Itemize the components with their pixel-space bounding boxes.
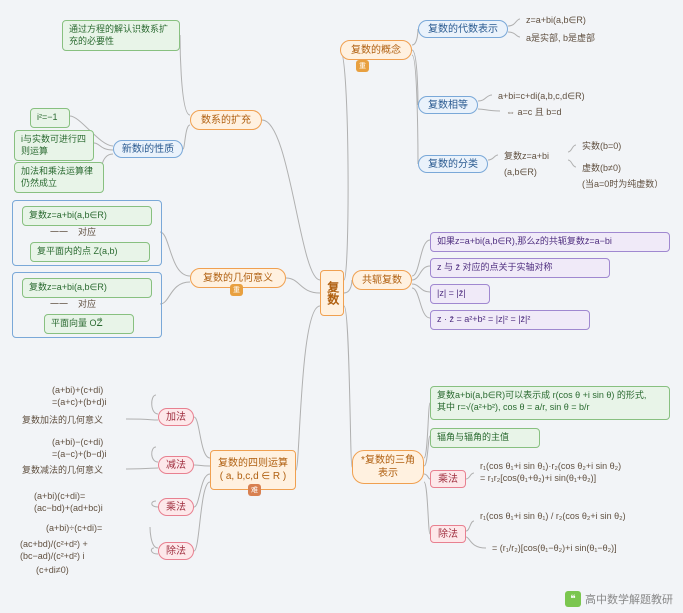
node-equal: 复数相等 [418, 96, 478, 114]
node-tdiv: 除法 [430, 525, 466, 543]
node-numext: 数系的扩充 [190, 110, 262, 130]
leaf-27: (a+bi)(c+di)= (ac−bd)+(ad+bc)i [28, 488, 156, 517]
leaf-30: (c+di≠0) [30, 562, 100, 580]
group-box-0 [12, 200, 162, 266]
leaf-20: z 与 z̄ 对应的点关于实轴对称 [430, 258, 610, 278]
node-classify: 复数的分类 [418, 155, 488, 173]
leaf-29: (ac+bd)/(c²+d²) + (bc−ad)/(c²+d²) i [14, 536, 154, 565]
leaf-13: ⇔ a=c 且 b=d [500, 104, 620, 122]
node-newi: 新数i的性质 [113, 140, 183, 158]
tag-1: 重 [230, 284, 243, 296]
node-mul: 乘法 [158, 498, 194, 516]
leaf-24: 复数加法的几何意义 [16, 412, 126, 430]
leaf-11: a是实部, b是虚部 [520, 30, 640, 48]
leaf-22: z · z̄ = a²+b² = |z|² = |z̄|² [430, 310, 590, 330]
leaf-23: (a+bi)+(c+di) =(a+c)+(b+d)i [46, 382, 156, 411]
leaf-25: (a+bi)−(c+di) =(a−c)+(b−d)i [46, 434, 156, 463]
leaf-10: z=a+bi(a,b∈R) [520, 12, 640, 30]
group-box-1 [12, 272, 162, 338]
leaf-15: (a,b∈R) [498, 164, 568, 182]
leaf-35: = (r₁/r₂)[cos(θ₁−θ₂)+i sin(θ₁−θ₂)] [486, 540, 676, 558]
node-div: 除法 [158, 542, 194, 560]
leaf-1: i²=−1 [30, 108, 70, 128]
node-trig: *复数的三角表示 [352, 450, 424, 484]
tag-0: 重 [356, 60, 369, 72]
leaf-18: (当a=0时为纯虚数） [576, 176, 683, 194]
node-conj: 共轭复数 [352, 270, 412, 290]
watermark-icon: ❝ [565, 591, 581, 607]
leaf-2: i与实数可进行四则运算 [14, 130, 94, 161]
leaf-33: r₁(cos θ₁+i sin θ₁)·r₂(cos θ₂+i sin θ₂) … [474, 458, 674, 488]
leaf-19: 如果z=a+bi(a,b∈R),那么z的共轭复数z̄=a−bi [430, 232, 670, 252]
tag-2: 难 [248, 484, 261, 496]
leaf-3: 加法和乘法运算律仍然成立 [14, 162, 104, 193]
leaf-32: 辐角与辐角的主值 [430, 428, 540, 448]
watermark: ❝ 高中数学解题教研 [565, 591, 673, 607]
watermark-text: 高中数学解题教研 [585, 591, 673, 607]
leaf-31: 复数a+bi(a,b∈R)可以表示成 r(cos θ +i sin θ) 的形式… [430, 386, 670, 420]
leaf-0: 通过方程的解认识数系扩充的必要性 [62, 20, 180, 51]
center-node: 复数 [320, 270, 344, 316]
leaf-21: |z| = |z̄| [430, 284, 490, 304]
leaf-34: r₁(cos θ₁+i sin θ₁) / r₂(cos θ₂+i sin θ₂… [474, 508, 664, 534]
node-add: 加法 [158, 408, 194, 426]
leaf-16: 实数(b=0) [576, 138, 656, 156]
node-tmul: 乘法 [430, 470, 466, 488]
node-algrep: 复数的代数表示 [418, 20, 508, 38]
node-sub: 减法 [158, 456, 194, 474]
node-concept: 复数的概念 [340, 40, 412, 60]
leaf-26: 复数减法的几何意义 [16, 462, 126, 480]
